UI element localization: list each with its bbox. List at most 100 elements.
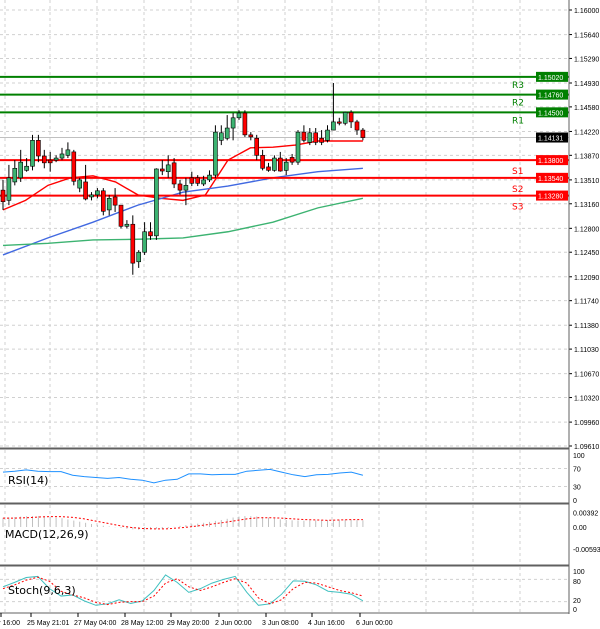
rsi-tick-label: 70 [573,467,581,474]
level-name-r3: R3 [512,81,524,91]
time-tick-label: 25 May 21:01 [27,620,70,627]
candle-bullish [154,168,159,237]
candle-bearish [160,168,165,172]
candle-bullish [30,140,35,167]
level-name-s2: S2 [512,185,523,195]
rsi-tick-label: 0 [573,498,577,505]
candle-bearish [47,159,53,164]
candle-bearish [171,162,177,185]
level-price-label: 1.13280 [538,194,563,201]
candle-bearish [248,134,254,138]
price-tick-label: 1.13510 [574,178,599,185]
candle-bullish [89,194,94,198]
level-name-s1: S1 [512,167,523,177]
level-name-s3: S3 [512,203,523,213]
level-price-box [536,172,568,183]
price-tick-label: 1.14930 [574,81,599,88]
candle-bullish [307,132,313,143]
candle-bullish [6,177,12,201]
candle-bullish [136,251,141,263]
rsi-line [2,468,364,484]
macd-tick-label: 0.00392 [573,510,598,517]
time-tick-label: 27 May 04:00 [74,620,117,627]
candle-bullish [165,164,171,173]
level-price-box [536,155,568,166]
price-tick-label: 1.15640 [574,33,599,40]
candle-bearish [41,155,47,164]
candle-bullish [18,161,24,179]
candle-bullish [65,149,71,156]
candle-bullish [295,131,301,163]
candle-bullish [124,223,130,227]
level-price-label: 1.13800 [538,158,563,165]
candle-bearish [83,181,88,200]
moving-average-line [2,197,364,247]
candle-bullish [325,129,330,141]
candle-bearish [177,183,183,191]
candle-bullish [53,157,59,161]
candle-bullish [142,231,147,253]
macd-label: MACD(12,26,9) [5,528,89,541]
moving-average-line [2,140,363,211]
level-name-r2: R2 [512,99,524,109]
candle-bullish [283,161,289,171]
stoch-tick-label: 0 [573,607,577,614]
candle-bullish [342,112,348,124]
stoch-main-line [2,574,364,606]
price-tick-label: 1.09960 [574,420,599,427]
level-price-box [536,71,568,82]
time-tick-label: 28 May 12:00 [121,620,164,627]
time-tick-label: 29 May 20:00 [167,620,210,627]
candle-bearish [112,196,118,206]
time-tick-label: y 16:00 [0,620,20,627]
level-name-r1: R1 [512,116,524,126]
level-price-label: 1.13540 [538,176,563,183]
candle-bullish [230,117,236,129]
price-tick-label: 1.11380 [574,323,599,330]
candle-bearish [348,112,354,123]
candle-bullish [77,179,82,189]
candle-bullish [213,131,218,176]
candle-bearish [254,137,259,156]
price-tick-label: 1.13870 [574,153,599,160]
candle-bearish [195,177,200,184]
candle-bullish [224,127,230,139]
macd-signal-line [3,516,363,530]
candle-bearish [301,131,307,141]
rsi-tick-label: 100 [573,453,585,460]
stoch-tick-label: 20 [573,598,581,605]
stoch-signal-line [2,576,364,606]
candle-bearish [313,132,319,143]
current-price-box [536,132,568,143]
level-price-box [536,190,568,201]
candle-bullish [183,185,189,191]
moving-average-line [2,167,363,256]
candle-bearish [277,157,283,172]
rsi-tick-label: 30 [573,485,581,492]
candle-bullish [24,165,29,171]
candle-bullish [219,132,224,141]
price-tick-label: 1.10670 [574,372,599,379]
stoch-label: Stoch(9,6,3) [8,584,76,597]
candle-bearish [336,121,342,124]
candle-bullish [272,157,277,171]
candle-bullish [201,179,206,185]
candle-bullish [12,167,18,183]
price-tick-label: 1.13160 [574,202,599,209]
candle-bearish [189,177,195,184]
macd-tick-label: -0.005934 [573,547,600,554]
current-price-label: 1.14131 [538,136,563,143]
level-price-label: 1.14500 [538,110,563,117]
candle-bearish [260,155,265,169]
price-tick-label: 1.12090 [574,275,599,282]
candle-bearish [130,223,136,264]
candle-bullish [236,112,242,119]
price-tick-label: 1.14220 [574,129,599,136]
time-tick-label: 2 Jun 00:00 [215,620,252,627]
candle-bearish [118,204,124,227]
price-tick-label: 1.12800 [574,226,599,233]
price-tick-label: 1.10320 [574,396,599,403]
candle-bullish [106,198,112,211]
candle-bullish [95,190,100,196]
